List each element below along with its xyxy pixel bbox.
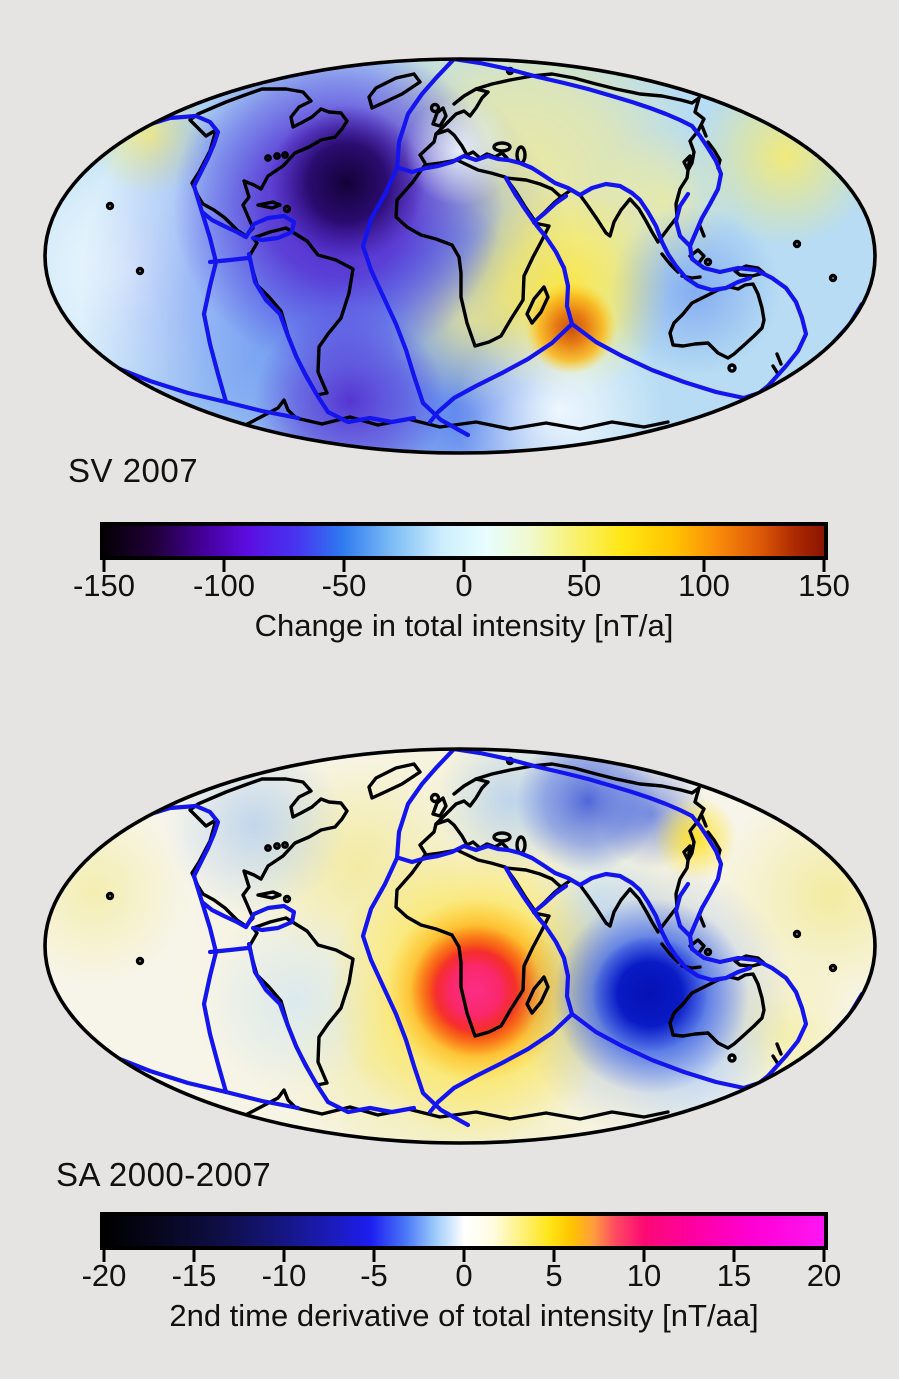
colorbar-tick — [822, 560, 826, 572]
colorbar-tick-label: 10 — [626, 1258, 662, 1293]
colorbar-tick — [582, 560, 586, 572]
colorbar-tick — [822, 1250, 826, 1262]
colorbar-sv-labels: -150 -100 -50 0 50 100 150 — [73, 568, 850, 603]
colorbar-tick — [372, 1250, 376, 1262]
colorbar-tick — [102, 1250, 106, 1262]
sv-field — [45, 59, 875, 453]
colorbar-sv-caption: Change in total intensity [nT/a] — [254, 608, 674, 643]
colorbar-tick — [102, 560, 106, 572]
colorbar-tick-label: 5 — [545, 1258, 563, 1293]
map-outline — [43, 747, 877, 1145]
colorbar-sa-labels: -20 -15 -10 -5 0 5 10 15 20 — [82, 1258, 842, 1293]
colorbar-sa-ticks — [100, 1250, 828, 1262]
colorbar-tick-label: 150 — [798, 568, 850, 603]
map-sa-2000-2007 — [43, 747, 877, 1145]
colorbar-tick-label: 100 — [678, 568, 730, 603]
map-label-sa: SA 2000-2007 — [56, 1156, 272, 1193]
colorbar-sv-gradient — [104, 526, 824, 556]
colorbar-tick-label: -150 — [72, 568, 136, 603]
colorbar-tick — [702, 560, 706, 572]
colorbar-tick-label: -5 — [360, 1258, 388, 1293]
colorbar-tick — [732, 1250, 736, 1262]
colorbar-sv-bar — [100, 522, 828, 560]
colorbar-tick — [642, 1250, 646, 1262]
colorbar-tick — [342, 560, 346, 572]
colorbar-tick — [552, 1250, 556, 1262]
colorbar-sv: -150 -100 -50 0 50 100 150 Change in total int… — [73, 522, 850, 643]
map-sv-2007 — [43, 57, 877, 455]
colorbar-sa-caption: 2nd time derivative of total intensity [… — [169, 1298, 759, 1333]
colorbar-tick — [192, 1250, 196, 1262]
colorbar-sa: -20 -15 -10 -5 0 5 10 15 20 2nd time derivative … — [82, 1212, 842, 1333]
colorbar-tick-label: -20 — [81, 1258, 127, 1293]
map-label-sv: SV 2007 — [68, 452, 199, 489]
colorbar-tick-label: -50 — [321, 568, 367, 603]
colorbar-tick-label: -15 — [171, 1258, 217, 1293]
colorbar-sv-ticks — [100, 560, 828, 572]
colorbar-tick-label: 20 — [806, 1258, 842, 1293]
sa-field — [45, 749, 875, 1143]
colorbar-tick — [222, 560, 226, 572]
colorbar-tick — [462, 560, 466, 572]
colorbar-tick-label: -100 — [192, 568, 256, 603]
colorbar-tick — [282, 1250, 286, 1262]
map-outline — [43, 57, 877, 455]
colorbar-tick-label: 0 — [455, 568, 473, 603]
colorbar-tick-label: 0 — [455, 1258, 473, 1293]
colorbar-sa-gradient — [104, 1216, 824, 1246]
colorbar-tick-label: -10 — [261, 1258, 307, 1293]
colorbar-tick — [462, 1250, 466, 1262]
colorbar-sa-bar — [100, 1212, 828, 1250]
colorbar-tick-label: 50 — [566, 568, 602, 603]
colorbar-tick-label: 15 — [716, 1258, 752, 1293]
